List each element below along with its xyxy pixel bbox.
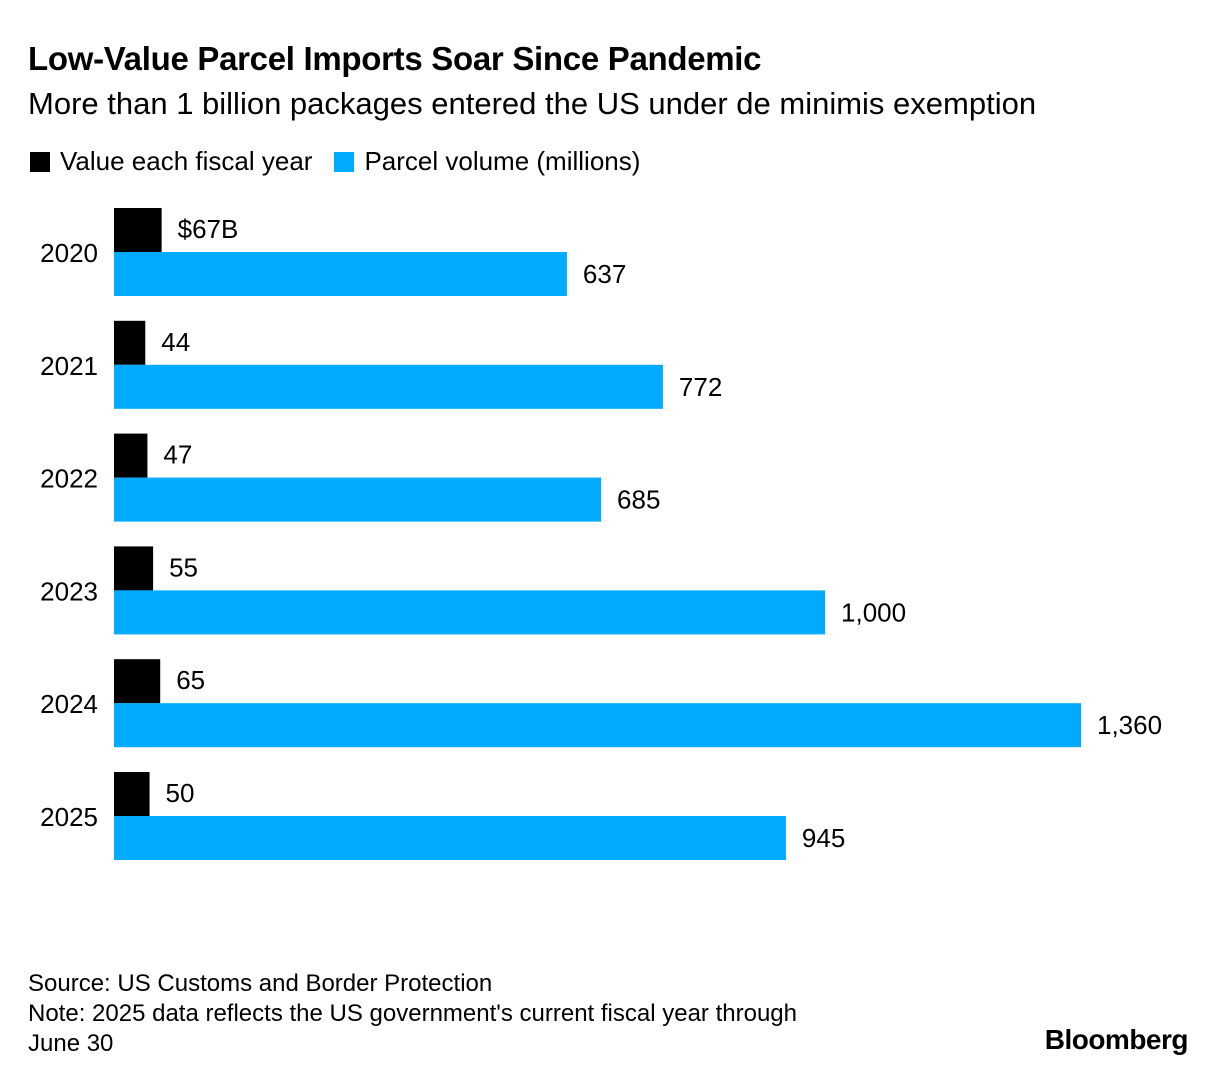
category-label: 2020 — [40, 238, 98, 268]
legend-label-volume: Parcel volume (millions) — [364, 146, 641, 176]
value-bar — [114, 659, 161, 704]
chart-subtitle: More than 1 billion packages entered the… — [28, 86, 1037, 121]
volume-data-label: 1,360 — [1097, 710, 1162, 740]
value-data-label: 50 — [166, 778, 195, 808]
volume-bar — [114, 252, 567, 296]
value-data-label: 65 — [176, 665, 205, 695]
category-label: 2021 — [40, 351, 98, 381]
value-bar — [114, 772, 150, 816]
legend-label-value: Value each fiscal year — [60, 146, 313, 176]
legend-item-value: Value each fiscal year — [30, 146, 312, 177]
volume-data-label: 685 — [617, 485, 660, 515]
category-label: 2025 — [40, 802, 98, 832]
volume-data-label: 772 — [679, 372, 722, 402]
volume-bar — [114, 703, 1081, 748]
value-bar — [114, 433, 148, 478]
volume-bar — [114, 590, 826, 635]
chart-legend: Value each fiscal year Parcel volume (mi… — [30, 146, 662, 177]
category-label: 2022 — [40, 464, 98, 494]
value-data-label: 55 — [169, 552, 198, 582]
volume-data-label: 945 — [802, 823, 845, 853]
value-data-label: $67B — [178, 214, 239, 244]
source-note: Source: US Customs and Border Protection — [28, 970, 493, 997]
volume-bar — [114, 816, 786, 860]
legend-swatch-volume — [334, 151, 355, 172]
volume-data-label: 1,000 — [841, 597, 906, 627]
value-data-label: 44 — [161, 327, 190, 357]
volume-bar — [114, 364, 663, 409]
value-bar — [114, 320, 146, 365]
legend-item-volume: Parcel volume (millions) — [334, 146, 640, 177]
volume-data-label: 637 — [583, 259, 626, 289]
value-bar — [114, 546, 154, 591]
footnote-line-2: June 30 — [28, 1030, 114, 1057]
value-bar — [114, 208, 162, 252]
legend-swatch-value — [30, 151, 50, 172]
category-label: 2024 — [40, 689, 98, 719]
chart-title: Low-Value Parcel Imports Soar Since Pand… — [28, 40, 762, 77]
bloomberg-logo: Bloomberg — [1044, 1024, 1189, 1055]
footnote-line-1: Note: 2025 data reflects the US governme… — [28, 1000, 797, 1027]
category-label: 2023 — [40, 576, 98, 606]
volume-bar — [114, 477, 602, 522]
value-data-label: 47 — [163, 440, 192, 470]
